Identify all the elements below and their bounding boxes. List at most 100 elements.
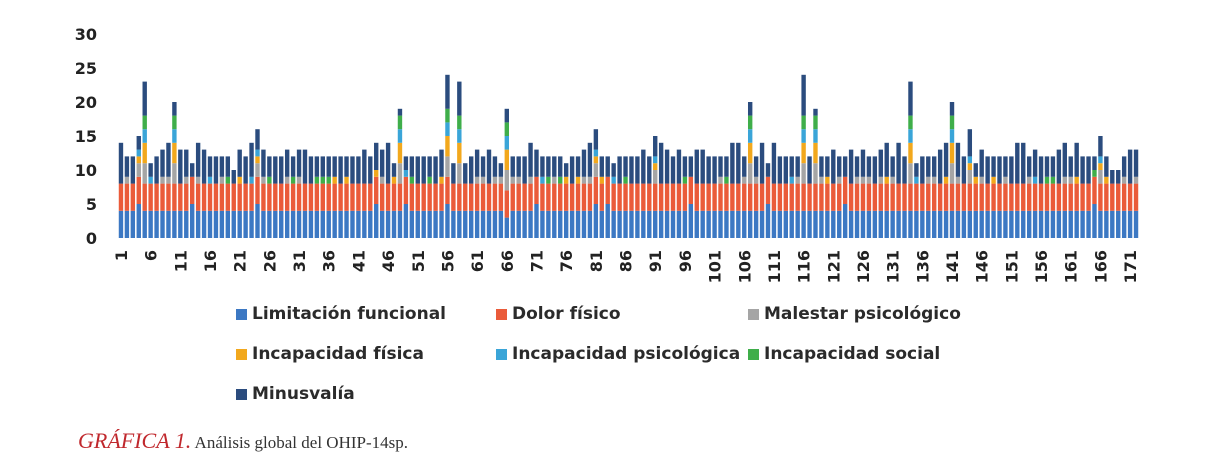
- bar-segment: [142, 183, 147, 211]
- bar-segment: [973, 210, 978, 238]
- bar-segment: [160, 210, 165, 238]
- bar-segment: [344, 210, 349, 238]
- bar-segment: [700, 210, 705, 238]
- bar-segment: [302, 183, 308, 211]
- bar-segment: [801, 210, 806, 238]
- bar-segment: [457, 163, 462, 184]
- bar-segment: [374, 176, 379, 204]
- bar-segment: [290, 156, 296, 177]
- bar-segment: [249, 210, 254, 238]
- bar-segment: [1050, 156, 1056, 177]
- bar-segment: [1133, 210, 1139, 238]
- bar-segment: [148, 176, 153, 184]
- bar-segment: [854, 156, 860, 177]
- bar-segment: [136, 163, 141, 177]
- legend-swatch: [236, 348, 247, 360]
- bar-segment: [397, 210, 403, 238]
- bar-segment: [866, 156, 872, 177]
- bar-segment: [385, 183, 391, 211]
- bar-segment: [943, 142, 949, 177]
- bar-segment: [593, 204, 599, 238]
- bar-segment: [617, 156, 622, 184]
- bar-segment: [142, 129, 147, 143]
- bar-segment: [1062, 176, 1067, 184]
- legend-swatch: [496, 308, 507, 320]
- bar-segment: [148, 163, 153, 177]
- bar-segment: [653, 183, 658, 211]
- bar-segment: [1116, 183, 1121, 211]
- bar-segment: [124, 156, 130, 177]
- bar-segment: [937, 149, 943, 184]
- bar-segment: [878, 183, 883, 211]
- bar-segment: [421, 210, 426, 238]
- bar-segment: [581, 176, 587, 184]
- bar-segment: [854, 176, 860, 184]
- bar-segment: [937, 183, 943, 211]
- bar-segment: [949, 163, 955, 184]
- bar-segment: [498, 176, 504, 184]
- bar-segment: [736, 183, 741, 211]
- bar-segment: [801, 183, 806, 211]
- bar-segment: [267, 183, 272, 211]
- bar-segment: [290, 210, 296, 238]
- y-tick-label: 25: [75, 59, 97, 78]
- x-tick-label: 6: [142, 250, 161, 261]
- bar-segment: [884, 183, 889, 211]
- caption-text: Análisis global del OHIP-14sp.: [191, 433, 408, 452]
- bar-segment: [1080, 156, 1085, 184]
- bar-segment: [949, 183, 955, 211]
- bar-segment: [314, 156, 320, 177]
- bar-segment: [617, 210, 622, 238]
- bar-segment: [866, 210, 872, 238]
- bar-segment: [558, 176, 563, 184]
- bar-segment: [825, 183, 830, 211]
- bar-segment: [326, 176, 331, 184]
- bar-segment: [1009, 183, 1014, 211]
- bar-segment: [225, 176, 231, 184]
- legend-item-minusvalia: Minusvalía: [236, 384, 355, 404]
- bar-segment: [694, 149, 699, 184]
- bar-segment: [825, 210, 830, 238]
- bar-segment: [148, 210, 153, 238]
- bar-segment: [932, 210, 937, 238]
- bar-segment: [908, 163, 913, 184]
- bar-segment: [1074, 210, 1079, 238]
- x-tick-label: 126: [854, 250, 873, 283]
- bar-segment: [1092, 170, 1097, 177]
- bar-segment: [777, 156, 783, 184]
- bar-segment: [593, 176, 599, 204]
- bar-segment: [409, 156, 415, 177]
- legend-swatch: [748, 348, 759, 360]
- bar-segment: [474, 183, 480, 211]
- bar-segment: [118, 183, 124, 211]
- bar-segment: [1062, 210, 1067, 238]
- bar-segment: [1009, 156, 1014, 184]
- bar-segment: [474, 210, 480, 238]
- bar-segment: [813, 183, 818, 211]
- bar-segment: [926, 176, 931, 184]
- bar-segment: [308, 156, 314, 184]
- bar-segment: [480, 210, 486, 238]
- bar-segment: [178, 149, 183, 184]
- bar-segment: [409, 176, 415, 184]
- bar-segment: [213, 210, 219, 238]
- bar-segment: [1038, 156, 1044, 184]
- bar-segment: [469, 183, 474, 211]
- x-tick-label: 46: [379, 250, 398, 272]
- bar-segment: [469, 210, 474, 238]
- bar-segment: [219, 176, 225, 184]
- bar-segment: [451, 183, 456, 211]
- bar-segment: [463, 210, 468, 238]
- bar-segment: [546, 156, 551, 177]
- bar-segment: [682, 210, 688, 238]
- bar-segment: [866, 176, 872, 184]
- bar-segment: [688, 176, 694, 204]
- bar-segment: [819, 156, 824, 177]
- legend-item-incapacidad-social: Incapacidad social: [748, 344, 940, 364]
- bar-segment: [753, 183, 759, 211]
- bar-segment: [504, 170, 509, 191]
- bar-segment: [985, 156, 990, 184]
- bar-segment: [213, 156, 219, 184]
- bar-segment: [1026, 183, 1032, 211]
